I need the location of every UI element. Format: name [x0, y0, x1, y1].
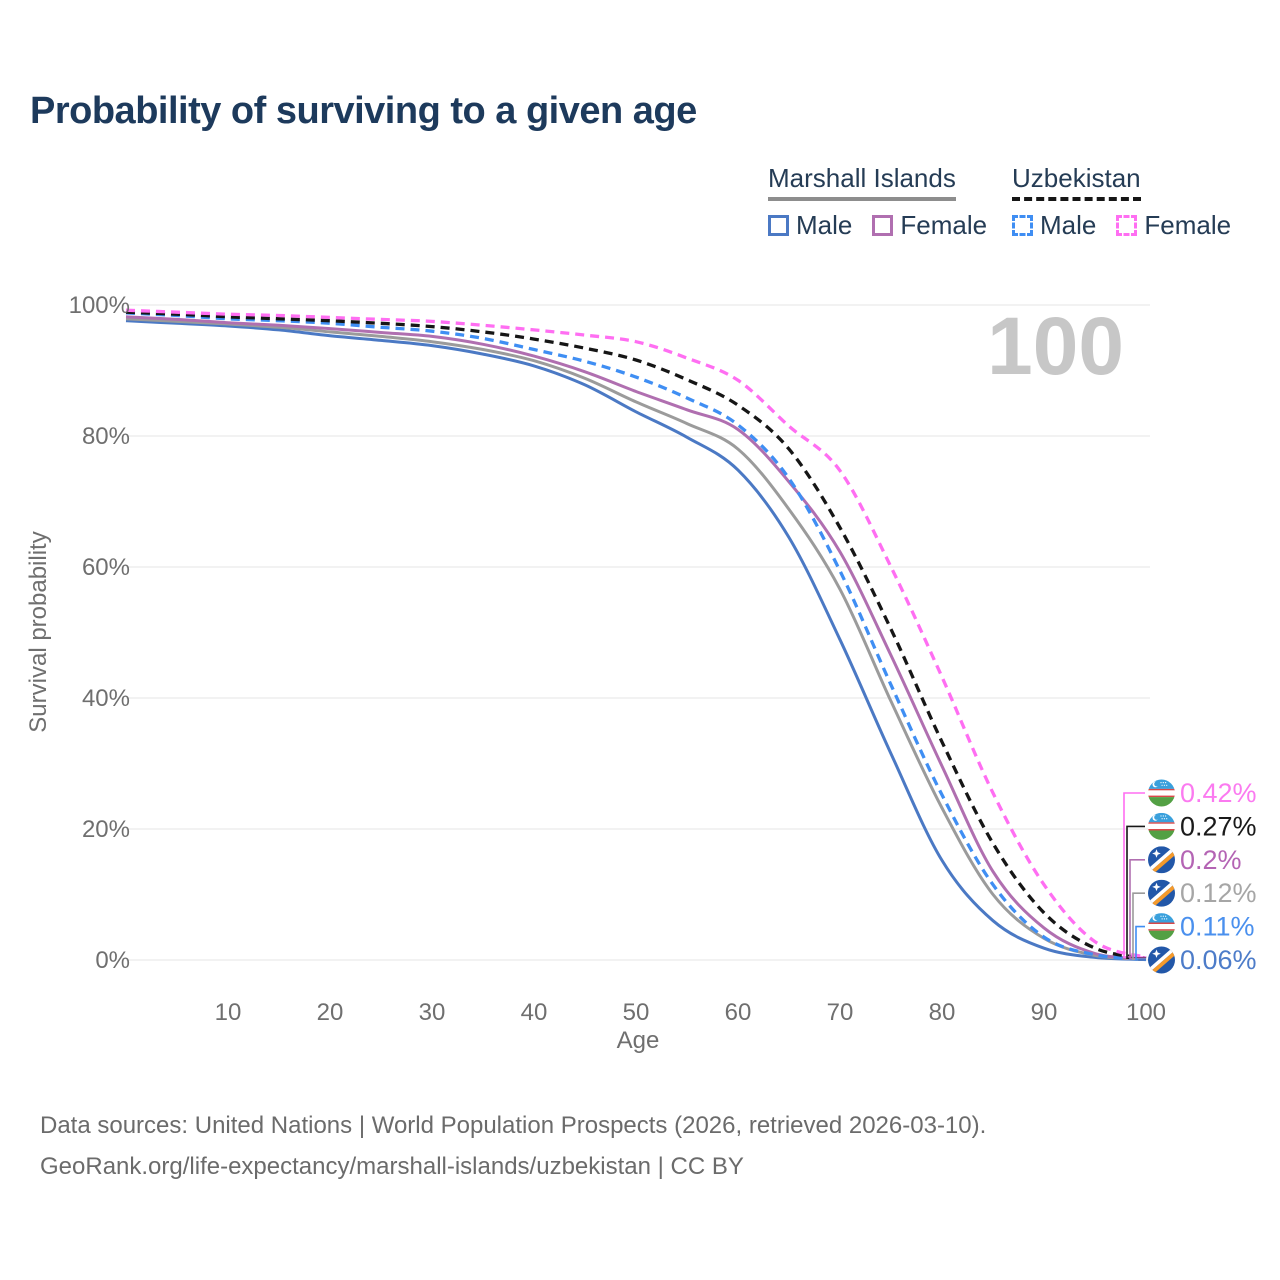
curve-uzbekistan-female[interactable]	[125, 308, 1147, 959]
marshall-islands-male-swatch	[768, 215, 789, 236]
curve-marshall-islands-male[interactable]	[125, 319, 1147, 962]
legend-group-uzbekistan: Uzbekistan Male Female	[1012, 163, 1231, 241]
y-tick-20: 20%	[82, 816, 130, 843]
legend-items-marshall-islands: Male Female	[768, 210, 987, 241]
x-tick-100: 100	[1126, 999, 1166, 1026]
survival-chart-canvas[interactable]: 100 0.42%0.27% 0.2%0.12% 0.11%0.06% 0% 20% 4…	[0, 250, 1280, 1080]
legend-label-uzbekistan-male: Male	[1040, 210, 1097, 240]
curve-marshall-islands-female[interactable]	[125, 315, 1147, 961]
legend-item-uzbekistan-female[interactable]: Female	[1116, 210, 1231, 241]
x-tick-20: 20	[317, 999, 344, 1026]
legend-group-marshall-islands: Marshall Islands Male Female	[768, 163, 987, 241]
x-axis-title: Age	[617, 1027, 660, 1054]
legend-items-uzbekistan: Male Female	[1012, 210, 1231, 241]
x-tick-50: 50	[623, 999, 650, 1026]
legend-item-uzbekistan-male[interactable]: Male	[1012, 210, 1096, 241]
current-age-watermark: 100	[987, 301, 1124, 392]
marshall-islands-female-swatch	[872, 215, 894, 236]
x-tick-40: 40	[521, 999, 548, 1026]
end-label-marshall-islands-both-sexes[interactable]: 0.12%	[1180, 878, 1257, 908]
y-tick-40: 40%	[82, 685, 130, 712]
footer: Data sources: United Nations | World Pop…	[40, 1105, 986, 1187]
footer-attribution-link[interactable]: GeoRank.org/life-expectancy/marshall-isl…	[40, 1153, 744, 1180]
uzbekistan-male-swatch	[1012, 215, 1033, 236]
end-label-uzbekistan-female[interactable]: 0.42%	[1180, 778, 1257, 808]
legend-label-uzbekistan-female: Female	[1144, 210, 1232, 240]
uzbekistan-flag-icon	[1148, 913, 1175, 941]
legend-label-marshall-islands-male: Male	[796, 210, 853, 240]
end-label-marshall-islands-male[interactable]: 0.06%	[1180, 945, 1257, 975]
footer-data-sources: Data sources: United Nations | World Pop…	[40, 1112, 987, 1139]
y-axis-title: Survival probability	[25, 531, 52, 732]
end-label-connector-uzbekistan-female	[1123, 792, 1146, 958]
y-tick-100: 100%	[69, 292, 130, 319]
x-tick-80: 80	[929, 999, 956, 1026]
legend-item-marshall-islands-female[interactable]: Female	[872, 210, 987, 241]
page-title: Probability of surviving to a given age	[30, 90, 697, 132]
legend-label-marshall-islands-female: Female	[900, 210, 988, 240]
curve-uzbekistan-male[interactable]	[125, 311, 1147, 961]
uzbekistan-female-swatch	[1116, 215, 1138, 236]
marshall-islands-flag-icon	[1148, 846, 1175, 874]
curve-uzbekistan-both-sexes[interactable]	[125, 310, 1147, 960]
marshall-islands-flag-icon	[1148, 946, 1175, 974]
legend-country-uzbekistan[interactable]: Uzbekistan	[1012, 163, 1141, 201]
uzbekistan-flag-icon	[1148, 779, 1175, 807]
x-tick-30: 30	[419, 999, 446, 1026]
y-tick-0: 0%	[95, 947, 130, 974]
end-label-uzbekistan-male[interactable]: 0.11%	[1180, 912, 1255, 942]
legend: Marshall Islands Male Female Uzbekistan …	[0, 163, 1280, 243]
end-label-marshall-islands-female[interactable]: 0.2%	[1180, 845, 1242, 875]
y-tick-80: 80%	[82, 423, 130, 450]
marshall-islands-flag-icon	[1148, 879, 1175, 907]
x-tick-70: 70	[827, 999, 854, 1026]
x-tick-10: 10	[215, 999, 242, 1026]
end-label-uzbekistan-both-sexes[interactable]: 0.27%	[1180, 811, 1257, 841]
x-tick-90: 90	[1031, 999, 1058, 1026]
legend-item-marshall-islands-male[interactable]: Male	[768, 210, 852, 241]
y-tick-60: 60%	[82, 554, 130, 581]
curve-marshall-islands-both-sexes[interactable]	[125, 317, 1147, 961]
x-tick-60: 60	[725, 999, 752, 1026]
legend-country-marshall-islands[interactable]: Marshall Islands	[768, 163, 956, 201]
uzbekistan-flag-icon	[1148, 812, 1175, 840]
